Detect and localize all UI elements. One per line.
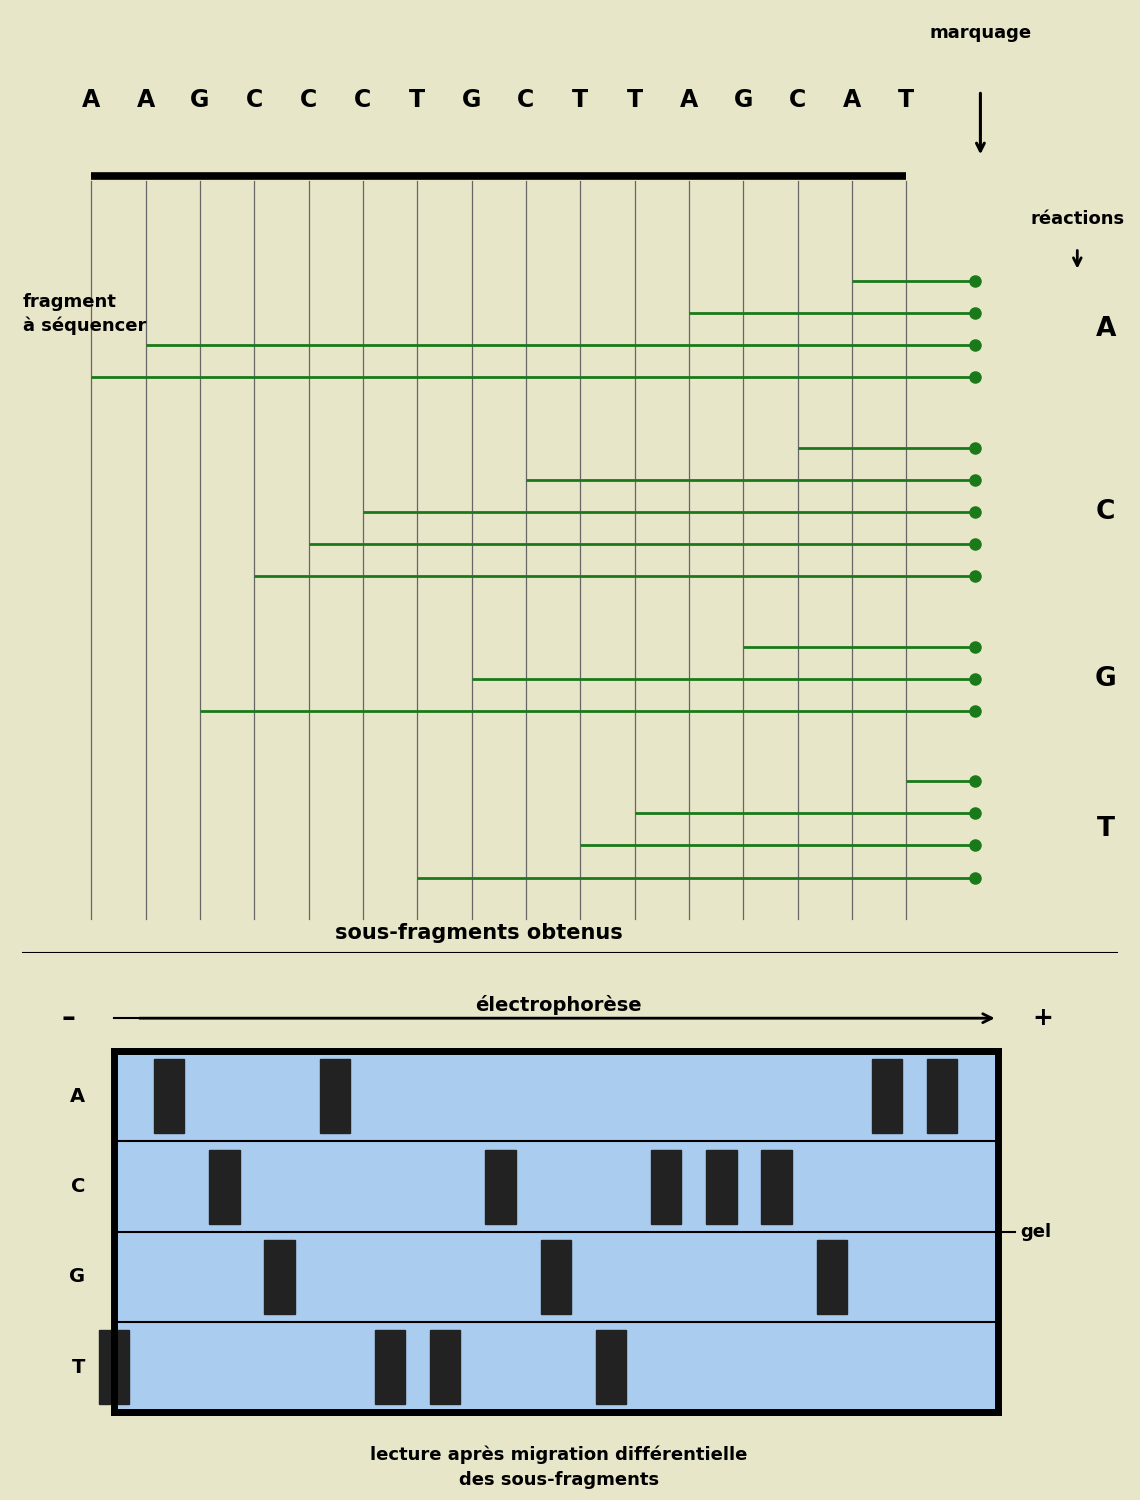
Text: A: A	[137, 88, 155, 112]
Text: marquage: marquage	[929, 24, 1032, 42]
Text: lecture après migration différentielle
des sous-fragments: lecture après migration différentielle d…	[369, 1446, 748, 1488]
Bar	[114, 1052, 998, 1413]
Bar	[319, 1059, 350, 1132]
Text: réactions: réactions	[1031, 210, 1124, 228]
Text: fragment
à séquencer: fragment à séquencer	[23, 292, 146, 336]
Bar	[927, 1059, 958, 1132]
Bar	[114, 1052, 998, 1413]
Text: G: G	[462, 88, 481, 112]
Bar	[706, 1149, 736, 1224]
Bar	[872, 1059, 902, 1132]
Text: –: –	[62, 1004, 75, 1032]
Text: T: T	[898, 88, 914, 112]
Text: C: C	[355, 88, 372, 112]
Text: C: C	[518, 88, 535, 112]
Text: A: A	[842, 88, 861, 112]
Bar	[486, 1149, 515, 1224]
Text: sous-fragments obtenus: sous-fragments obtenus	[335, 922, 622, 944]
Text: G: G	[190, 88, 210, 112]
Text: T: T	[627, 88, 643, 112]
Bar	[430, 1330, 461, 1404]
Text: A: A	[1096, 316, 1116, 342]
Text: T: T	[72, 1358, 86, 1377]
Bar	[264, 1240, 295, 1314]
Text: G: G	[70, 1268, 85, 1287]
Bar	[99, 1330, 129, 1404]
Bar	[540, 1240, 571, 1314]
Text: C: C	[789, 88, 806, 112]
Bar	[596, 1330, 626, 1404]
Text: C: C	[245, 88, 263, 112]
Text: gel: gel	[1020, 1222, 1051, 1240]
Bar	[114, 1052, 998, 1413]
Text: C: C	[300, 88, 317, 112]
Text: G: G	[1094, 666, 1117, 692]
Text: C: C	[71, 1178, 85, 1196]
Text: A: A	[679, 88, 698, 112]
Bar	[762, 1149, 792, 1224]
Bar	[154, 1059, 185, 1132]
Text: T: T	[409, 88, 425, 112]
Text: A: A	[71, 1086, 85, 1106]
Bar	[816, 1240, 847, 1314]
Text: T: T	[572, 88, 588, 112]
Text: C: C	[1097, 500, 1115, 525]
Bar	[651, 1149, 682, 1224]
Bar	[375, 1330, 406, 1404]
Text: G: G	[734, 88, 752, 112]
Text: A: A	[82, 88, 100, 112]
Text: T: T	[1097, 816, 1115, 843]
Text: électrophorèse: électrophorèse	[475, 996, 642, 1016]
Bar	[210, 1149, 239, 1224]
Text: +: +	[1033, 1007, 1053, 1031]
